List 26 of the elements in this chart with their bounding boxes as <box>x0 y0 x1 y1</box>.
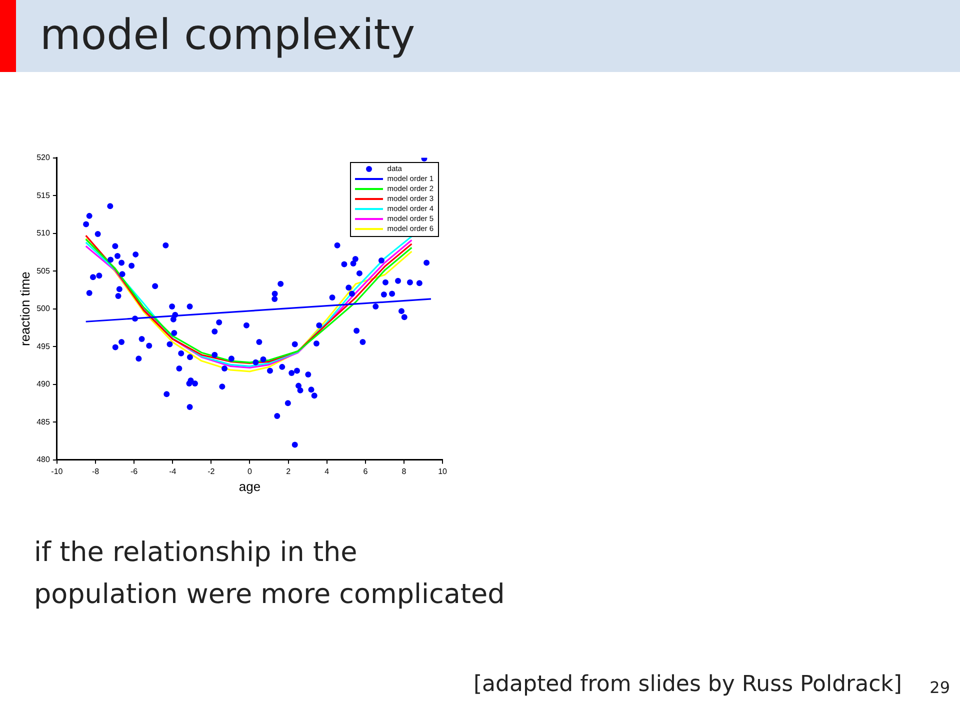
y-tick-label: 485 <box>36 417 50 426</box>
y-tick-label: 495 <box>36 342 50 351</box>
x-tick-label: -8 <box>92 466 100 476</box>
y-tick-label: 505 <box>36 266 50 276</box>
x-tick-label: -10 <box>51 466 64 476</box>
text: 29 <box>930 678 950 697</box>
x-tick-label: 0 <box>248 466 253 476</box>
x-tick-label: 10 <box>438 466 448 476</box>
y-axis-title: reaction time <box>17 272 32 346</box>
y-tick-label: 480 <box>36 455 50 464</box>
y-tick-label: 515 <box>36 190 50 200</box>
x-tick-label: 8 <box>402 466 407 476</box>
x-axis-title: age <box>238 478 261 494</box>
text: [adapted from slides by Russ Poldrack] <box>473 672 902 697</box>
text: if the relationship in the population were more complicated <box>34 536 506 612</box>
x-tick-label: -6 <box>130 466 138 476</box>
y-tick-label: 520 <box>36 153 50 162</box>
x-tick-label: 4 <box>324 466 330 476</box>
x-tick-label: -4 <box>169 466 177 476</box>
y-tick-label: 490 <box>36 380 50 389</box>
chart-title: model complexity <box>40 10 416 59</box>
y-tick-label: 510 <box>36 228 50 238</box>
x-tick-label: -2 <box>208 466 216 476</box>
y-tick-label: 500 <box>36 304 50 314</box>
x-tick-label: 6 <box>363 466 368 476</box>
x-tick-label: 2 <box>286 466 292 476</box>
